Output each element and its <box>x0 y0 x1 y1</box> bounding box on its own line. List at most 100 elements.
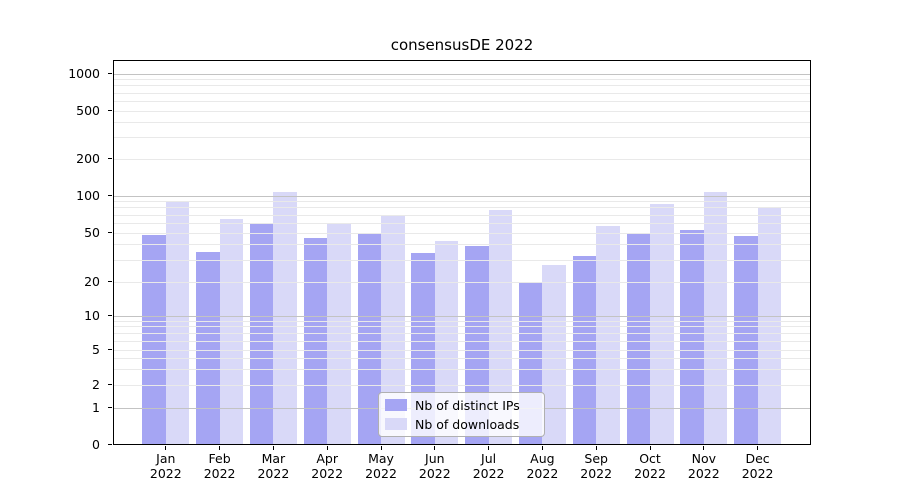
x-tick-mark <box>649 445 651 450</box>
y-tick-mark <box>108 407 112 409</box>
y-tick-mark <box>108 195 112 197</box>
minor-gridline <box>113 222 811 224</box>
major-gridline <box>113 73 811 75</box>
x-tick-label: Mar 2022 <box>257 450 290 481</box>
minor-gridline <box>113 332 811 334</box>
bar-apr-distinct-ips <box>303 238 328 445</box>
bar-nov-downloads <box>703 192 728 445</box>
x-tick-label: Sep 2022 <box>580 450 613 481</box>
minor-gridline <box>113 358 811 360</box>
minor-gridline <box>113 384 811 386</box>
minor-gridline <box>113 207 811 209</box>
minor-gridline <box>113 100 811 102</box>
plot-area <box>113 60 811 445</box>
bar-mar-downloads <box>273 192 297 445</box>
minor-gridline <box>113 244 811 246</box>
y-tick-mark <box>108 315 112 317</box>
legend-swatch-distinct-ips-icon <box>385 399 407 411</box>
minor-gridline <box>113 110 811 112</box>
y-tick-label: 5 <box>92 341 100 357</box>
x-tick-mark <box>219 445 221 450</box>
minor-gridline <box>113 85 811 87</box>
minor-gridline <box>113 122 811 124</box>
minor-gridline <box>113 92 811 94</box>
bar-feb-distinct-ips <box>196 251 220 445</box>
y-tick-mark <box>108 349 112 351</box>
bar-sep-distinct-ips <box>572 256 597 445</box>
bar-dec-downloads <box>757 206 782 445</box>
major-gridline <box>113 195 811 197</box>
minor-gridline <box>113 369 811 370</box>
bar-apr-downloads <box>327 222 351 445</box>
x-tick-label: Aug 2022 <box>526 450 559 481</box>
bar-sep-downloads <box>596 225 620 445</box>
x-tick-label: Jun 2022 <box>418 450 451 481</box>
minor-gridline <box>113 340 811 342</box>
y-tick-mark <box>108 73 112 75</box>
minor-gridline <box>113 201 811 203</box>
x-tick-label: Oct 2022 <box>634 450 666 481</box>
x-tick-label: May 2022 <box>365 450 397 481</box>
x-tick-mark <box>165 445 167 450</box>
x-tick-label: Apr 2022 <box>311 450 344 481</box>
y-tick-mark <box>108 232 112 234</box>
x-tick-mark <box>541 445 544 450</box>
x-tick-label: Nov 2022 <box>687 450 720 481</box>
x-tick-mark <box>488 445 490 450</box>
minor-gridline <box>113 320 811 322</box>
y-tick-mark <box>108 281 112 283</box>
y-tick-label: 100 <box>76 187 100 203</box>
bar-nov-distinct-ips <box>680 230 704 445</box>
bar-dec-distinct-ips <box>734 235 758 445</box>
x-tick-mark <box>757 445 759 450</box>
y-tick-label: 1 <box>92 399 100 415</box>
y-tick-label: 0 <box>92 436 100 452</box>
bar-oct-downloads <box>650 204 674 445</box>
y-tick-mark <box>108 158 112 160</box>
legend-label-distinct-ips: Nb of distinct IPs <box>415 397 520 413</box>
bar-feb-downloads <box>219 219 244 445</box>
x-tick-mark <box>703 445 705 450</box>
x-tick-label: Feb 2022 <box>203 450 236 481</box>
y-tick-label: 1000 <box>68 65 100 81</box>
x-tick-label: Dec 2022 <box>741 450 774 481</box>
bar-oct-distinct-ips <box>626 232 650 445</box>
legend-item-downloads: Nb of downloads <box>385 416 544 432</box>
bar-jan-downloads <box>165 201 190 445</box>
legend-swatch-downloads-icon <box>385 418 407 430</box>
minor-gridline <box>113 79 811 81</box>
minor-gridline <box>113 137 811 139</box>
x-tick-label: Jul 2022 <box>472 450 505 481</box>
legend-item-distinct-ips: Nb of distinct IPs <box>385 397 544 413</box>
bar-mar-distinct-ips <box>249 222 274 445</box>
x-tick-mark <box>272 445 275 450</box>
y-tick-mark <box>108 384 112 386</box>
minor-gridline <box>113 349 811 351</box>
bar-jan-distinct-ips <box>142 234 166 445</box>
minor-gridline <box>113 326 811 328</box>
y-tick-mark <box>108 444 112 446</box>
legend-label-downloads: Nb of downloads <box>415 416 520 432</box>
y-tick-label: 50 <box>84 224 100 240</box>
legend: Nb of distinct IPs Nb of downloads <box>378 392 545 437</box>
x-tick-mark <box>434 445 436 450</box>
minor-gridline <box>113 281 811 283</box>
chart-title: consensusDE 2022 <box>390 36 534 54</box>
y-tick-mark <box>108 110 112 112</box>
y-tick-label: 2 <box>92 376 100 392</box>
minor-gridline <box>113 259 811 261</box>
y-tick-label: 20 <box>84 273 100 289</box>
y-tick-label: 200 <box>76 150 100 166</box>
x-tick-mark <box>326 445 328 450</box>
major-gridline <box>113 315 811 317</box>
minor-gridline <box>113 214 811 216</box>
minor-gridline <box>113 158 811 160</box>
x-tick-mark <box>380 445 382 450</box>
y-tick-label: 500 <box>76 102 100 118</box>
minor-gridline <box>113 232 811 234</box>
x-tick-label: Jan 2022 <box>149 450 182 481</box>
bar-aug-downloads <box>542 265 566 445</box>
x-tick-mark <box>595 445 597 450</box>
y-tick-label: 10 <box>84 307 100 323</box>
